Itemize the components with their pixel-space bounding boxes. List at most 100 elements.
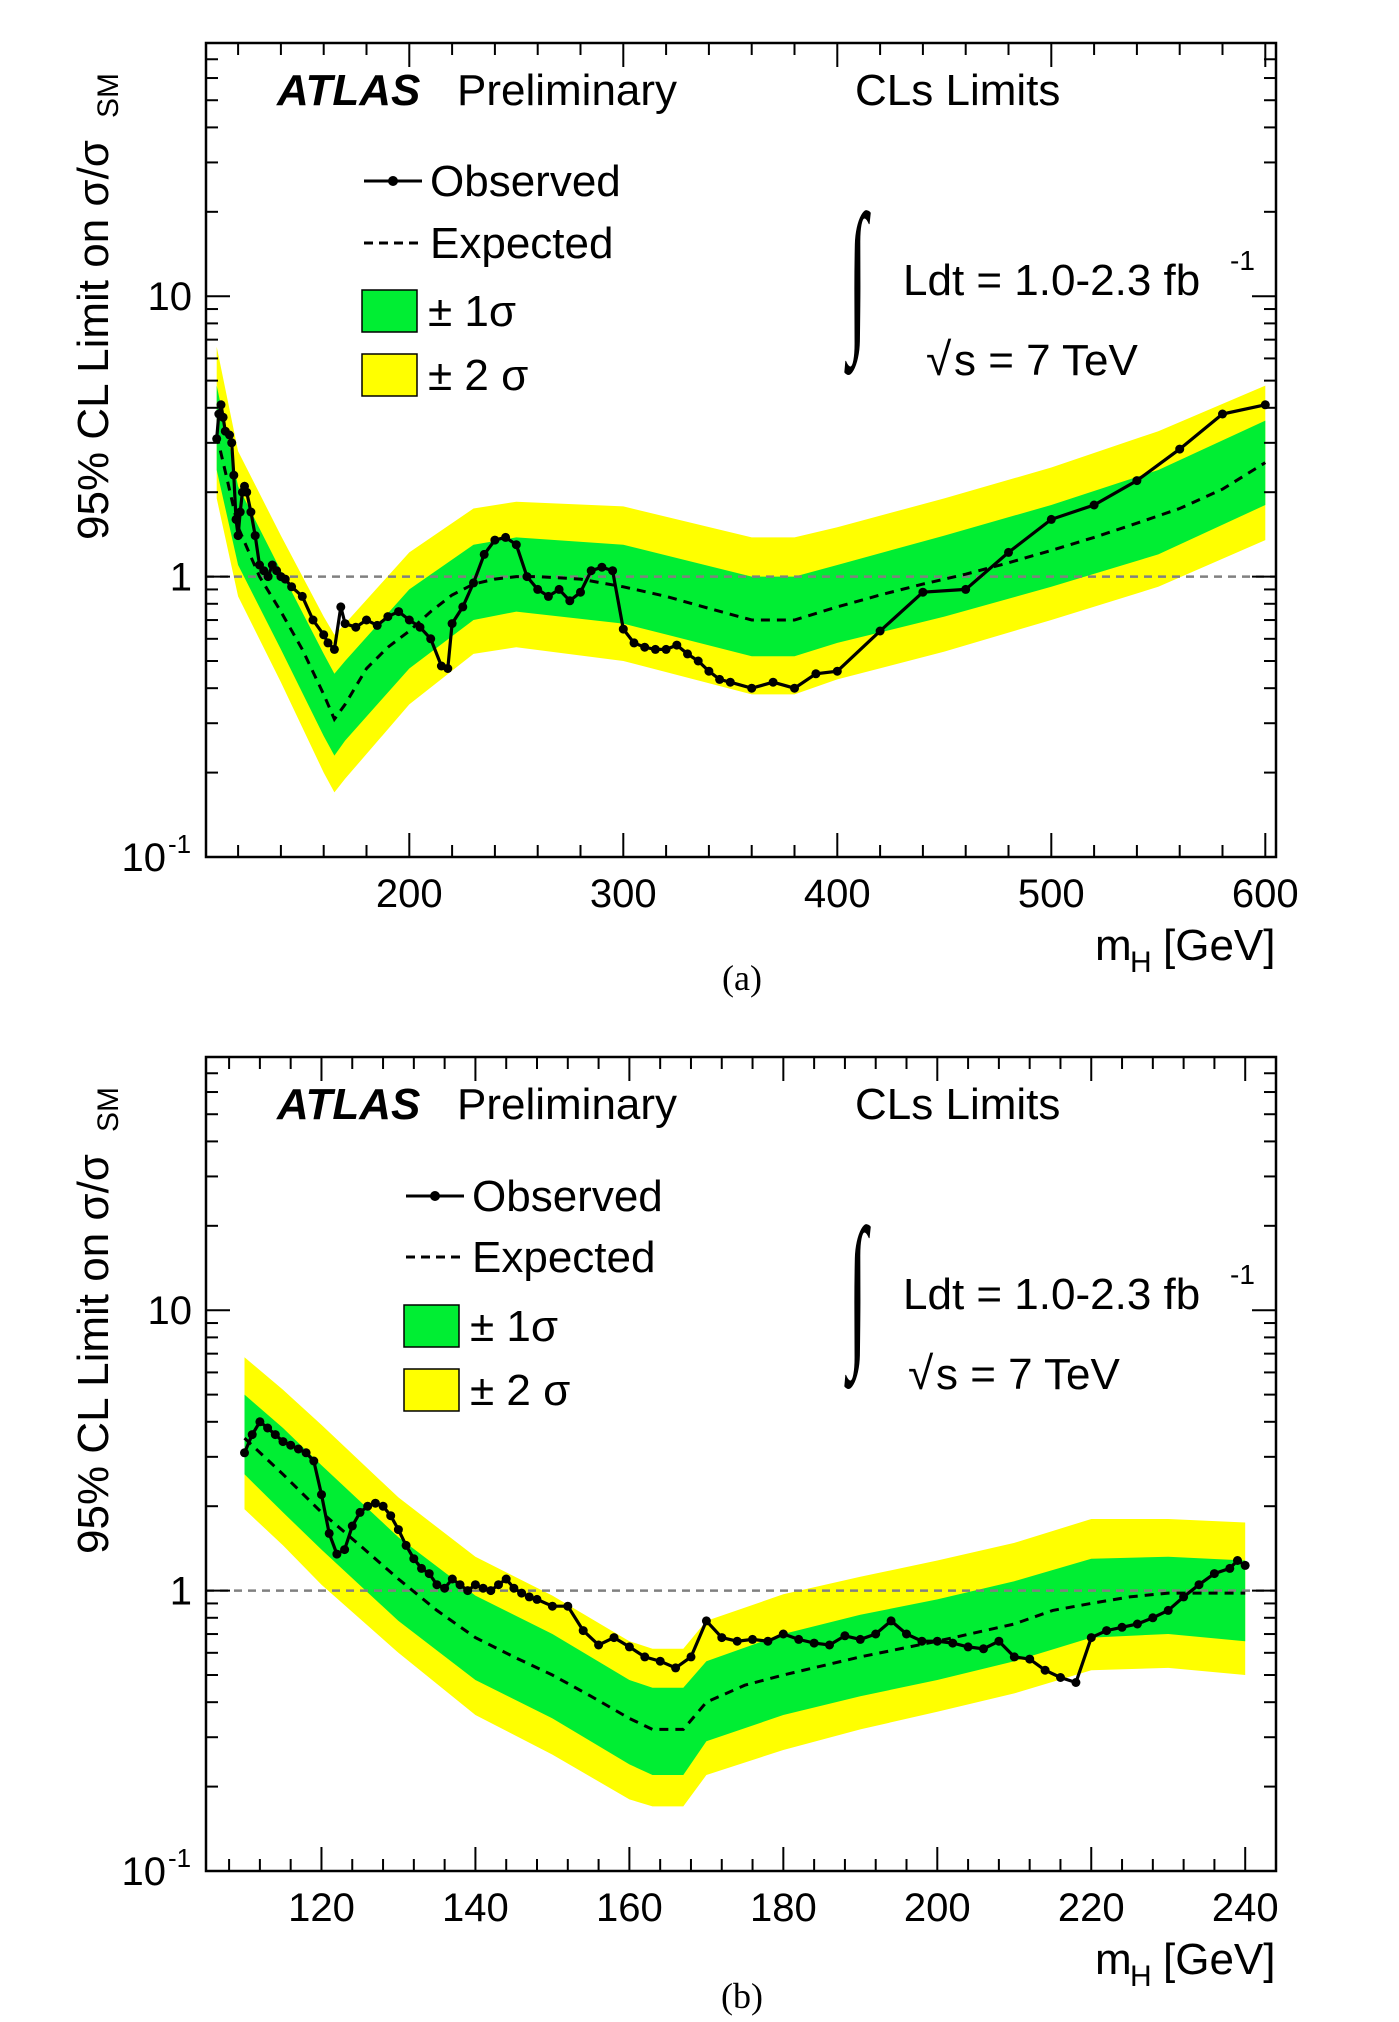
y-axis-label-sub: SM xyxy=(92,1087,125,1132)
observed-point xyxy=(578,1626,588,1636)
x-axis-label-unit: [GeV] xyxy=(1163,921,1276,970)
observed-point xyxy=(532,1594,542,1604)
expected-curve xyxy=(243,1437,1246,1731)
sqrt-sign: √ xyxy=(926,333,952,385)
observed-point xyxy=(693,656,703,666)
observed-point xyxy=(286,1440,296,1450)
observed-point xyxy=(1148,1613,1158,1623)
observed-point xyxy=(347,1521,357,1531)
observed-point xyxy=(961,584,971,594)
observed-point xyxy=(370,1498,380,1508)
observed-point xyxy=(440,1583,450,1593)
observed-point xyxy=(393,1525,403,1535)
observed-point xyxy=(293,1444,303,1454)
observed-point xyxy=(902,1629,911,1639)
observed-point xyxy=(704,666,714,676)
two-sigma-band xyxy=(244,1357,1246,1807)
observed-point xyxy=(671,1663,681,1673)
legend-2sigma-label: ± 2 σ xyxy=(428,351,528,400)
observed-point xyxy=(732,1636,742,1646)
observed-point xyxy=(216,400,226,410)
observed-point xyxy=(501,532,511,542)
legend-1sigma-label: ± 1σ xyxy=(470,1302,558,1351)
observed-point xyxy=(686,1652,696,1662)
observed-point xyxy=(963,1642,973,1652)
observed-point xyxy=(840,1631,850,1641)
observed-point xyxy=(212,434,222,444)
observed-point xyxy=(576,587,585,597)
observed-point xyxy=(1179,1592,1189,1602)
observed-point xyxy=(218,412,228,422)
x-axis-label-sub: H xyxy=(1130,946,1152,979)
observed-point xyxy=(1004,547,1013,557)
observed-point xyxy=(1132,476,1142,486)
observed-point xyxy=(640,1652,650,1662)
observed-point xyxy=(1209,1569,1219,1579)
observed-point xyxy=(994,1636,1004,1646)
x-tick-label: 200 xyxy=(376,872,443,916)
observed-point xyxy=(763,1636,773,1646)
sqrts-label: s = 7 TeV xyxy=(954,336,1139,385)
plot-frame xyxy=(204,1055,1278,1873)
observed-point xyxy=(469,578,478,588)
observed-point xyxy=(778,1629,788,1639)
observed-point xyxy=(554,584,564,594)
y-axis-label: 95% CL Limit on σ/σ SM xyxy=(69,1087,125,1554)
observed-point xyxy=(415,622,425,632)
plot-frame xyxy=(204,41,1278,859)
observed-point xyxy=(432,1580,442,1590)
observed-point xyxy=(748,1634,757,1644)
atlas-label: ATLAS xyxy=(276,1080,420,1129)
observed-point xyxy=(932,1636,942,1646)
observed-point xyxy=(524,1592,534,1602)
legend-2sigma-swatch xyxy=(403,1368,460,1412)
observed-point xyxy=(1240,1560,1250,1570)
observed-point xyxy=(809,1638,819,1648)
x-tick-label: 300 xyxy=(590,872,657,916)
observed-point xyxy=(811,669,821,679)
observed-point xyxy=(948,1638,958,1648)
x-tick-label: 500 xyxy=(1018,872,1085,916)
observed-point xyxy=(717,1633,727,1643)
observed-point xyxy=(609,1633,619,1643)
x-axis-label-main: m xyxy=(1095,921,1132,970)
x-tick-label: 220 xyxy=(1058,1886,1125,1930)
method-label: CLs Limits xyxy=(855,66,1060,115)
observed-point xyxy=(263,1423,273,1433)
observed-point xyxy=(463,1586,473,1596)
observed-point xyxy=(547,1601,557,1611)
observed-point xyxy=(624,1642,634,1652)
integral-sign: ∫ xyxy=(844,180,871,376)
observed-point xyxy=(231,514,241,524)
observed-point xyxy=(509,1583,519,1593)
observed-curve xyxy=(212,400,1270,693)
observed-point xyxy=(417,1563,426,1573)
y-tick-label: 1 xyxy=(170,1570,192,1614)
observed-point xyxy=(1089,500,1099,510)
observed-point xyxy=(629,638,639,648)
observed-point xyxy=(790,683,799,693)
observed-point xyxy=(1102,1626,1112,1636)
observed-point xyxy=(1040,1665,1050,1675)
observed-point xyxy=(270,1430,280,1440)
observed-point xyxy=(447,619,457,629)
observed-point xyxy=(715,674,725,684)
observed-point xyxy=(424,1569,434,1579)
observed-point xyxy=(533,584,543,594)
observed-point xyxy=(383,612,393,622)
legend-1sigma-swatch xyxy=(361,289,418,333)
atlas-label: ATLAS xyxy=(276,66,420,115)
observed-point xyxy=(404,615,414,625)
observed-point xyxy=(378,1501,388,1511)
y-tick-label: 10 xyxy=(122,836,167,880)
observed-point xyxy=(683,649,692,659)
observed-point xyxy=(386,1511,396,1521)
observed-point xyxy=(323,638,333,648)
observed-point xyxy=(640,642,650,652)
preliminary-label: Preliminary xyxy=(457,1080,677,1129)
observed-point xyxy=(455,1580,465,1590)
